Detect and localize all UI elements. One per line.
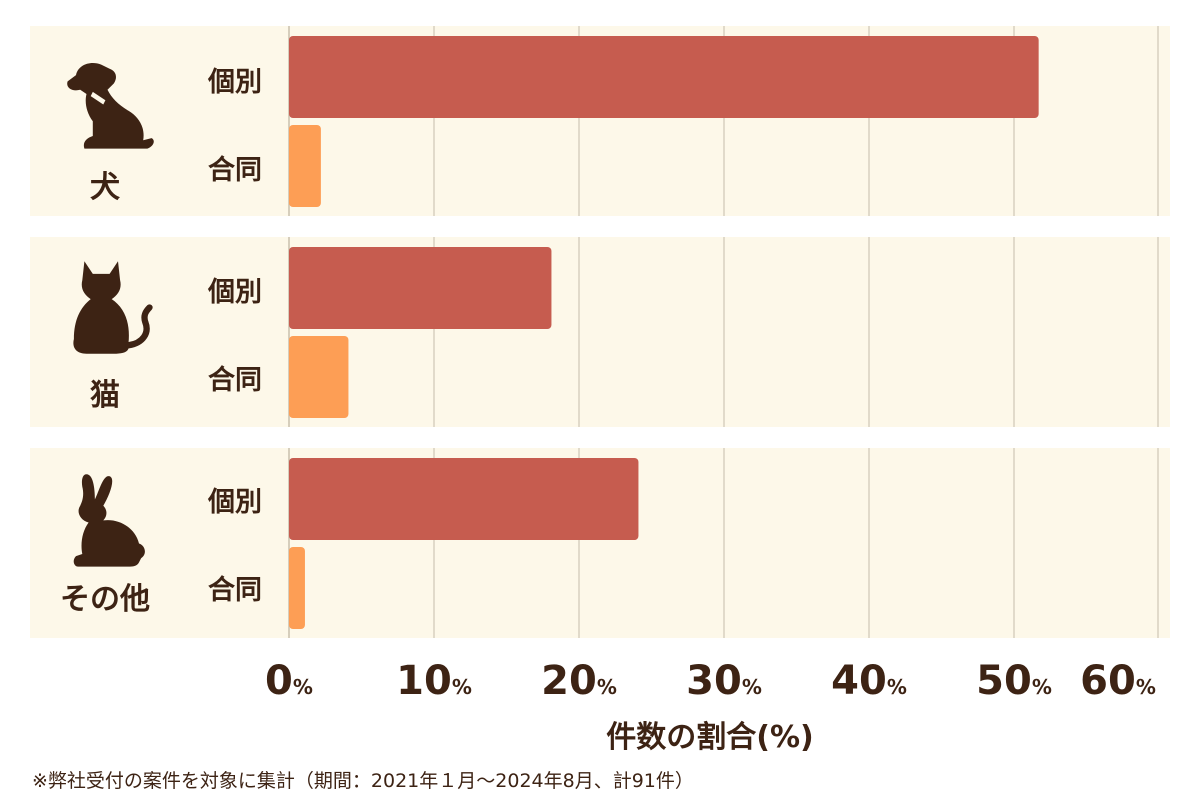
x-axis-title: 件数の割合(%) [606, 720, 814, 755]
bar-dog-joint [289, 125, 321, 207]
x-tick-30: 30% [686, 658, 762, 704]
bar-other-individual [289, 458, 639, 540]
footnote: ※弊社受付の案件を対象に集計（期間：2021年１月～2024年8月、計91件） [32, 770, 694, 792]
group-band-cat [30, 237, 1170, 427]
x-tick-0: 0% [265, 658, 313, 704]
x-tick-20: 20% [541, 658, 617, 704]
x-tick-40: 40% [831, 658, 907, 704]
bar-cat-individual [289, 247, 552, 329]
bar-other-joint [289, 547, 305, 629]
bar-cat-joint [289, 336, 349, 418]
cat-icon [73, 261, 153, 354]
x-tick-50: 50% [976, 658, 1052, 704]
bar-label-dog-joint: 合同 [208, 155, 262, 186]
x-tick-10: 10% [396, 658, 472, 704]
dog-icon [67, 62, 154, 149]
group-label-cat: 猫 [90, 378, 120, 413]
bar-label-other-joint: 合同 [208, 575, 262, 606]
rabbit-icon [73, 474, 145, 567]
bar-label-dog-individual: 個別 [208, 67, 262, 98]
group-label-other: その他 [60, 582, 150, 617]
x-tick-60: 60% [1080, 658, 1156, 704]
bar-dog-individual [289, 36, 1039, 118]
bar-label-cat-individual: 個別 [208, 277, 262, 308]
bar-label-other-individual: 個別 [208, 487, 262, 518]
group-label-dog: 犬 [90, 170, 120, 205]
bar-label-cat-joint: 合同 [208, 365, 262, 396]
